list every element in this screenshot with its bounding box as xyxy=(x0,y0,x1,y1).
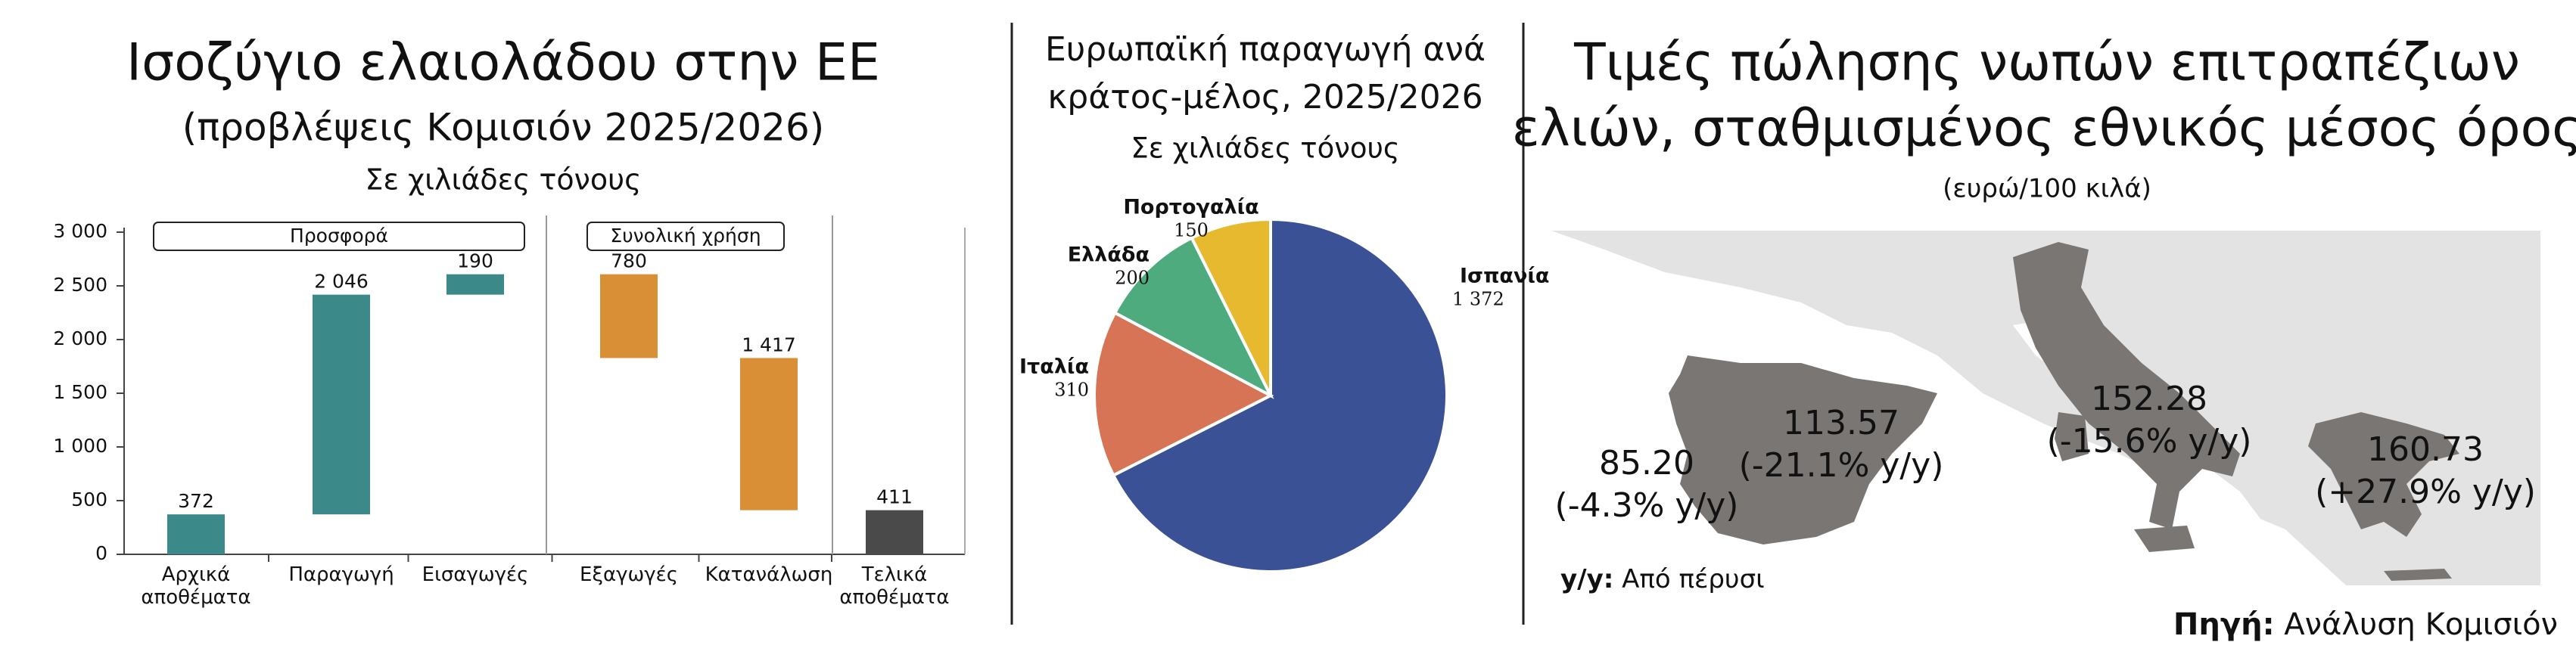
x-label-box: Αρχικά αποθέματα xyxy=(141,563,251,609)
x-tick-label: Αρχικά αποθέματα xyxy=(141,563,251,609)
value-label: 780 xyxy=(611,250,647,272)
value-label: 2 046 xyxy=(314,271,369,293)
map-subtitle: (ευρώ/100 κιλά) xyxy=(1943,174,2151,204)
y-tick-label: 1 000 xyxy=(53,435,107,457)
value-label: 372 xyxy=(178,490,214,512)
x-label-box: Εξαγωγές xyxy=(580,563,678,586)
iberia xyxy=(1669,355,1937,544)
group-box xyxy=(153,222,525,251)
group-label: Συνολική χρήση xyxy=(610,225,761,247)
map-title: ελιών, σταθμισμένος εθνικός μέσος όρος xyxy=(1512,99,2576,159)
pie-slice xyxy=(1112,235,1274,399)
region-change: (-4.3% y/y) xyxy=(1555,486,1739,525)
region-price: 160.73 xyxy=(2367,430,2484,469)
y-tick-label: 2 000 xyxy=(53,327,107,349)
x-label-box: Εισαγωγές xyxy=(422,563,529,586)
pie-slice xyxy=(1111,217,1448,573)
slice-label: Ελλάδα xyxy=(1068,244,1150,267)
sicily xyxy=(2134,526,2195,552)
region-price: 152.28 xyxy=(2091,380,2207,418)
sardinia xyxy=(2055,412,2089,461)
x-tick-label: Κατανάλωση xyxy=(705,563,833,586)
value-label: 190 xyxy=(457,250,493,272)
pie-slice xyxy=(1093,310,1274,478)
slice-label: Ιταλία xyxy=(1019,355,1089,379)
land-background xyxy=(1551,231,2540,585)
y-tick-label: 0 xyxy=(95,542,107,564)
slice-value: 150 xyxy=(1174,220,1209,241)
bar xyxy=(740,358,798,510)
map xyxy=(1551,231,2540,585)
y-tick-label: 3 000 xyxy=(53,220,107,242)
value-label: 1 417 xyxy=(742,334,796,355)
slice-label: Πορτογαλία xyxy=(1123,196,1258,219)
chart-subtitle: (προβλέψεις Κομισιόν 2025/2026) xyxy=(182,106,825,150)
map-title: Τιμές πώλησης νωπών επιτραπέζιων xyxy=(1573,33,2520,93)
slice-value: 200 xyxy=(1115,268,1150,289)
chart-title: κράτος-μέλος, 2025/2026 xyxy=(1047,78,1482,116)
slice-value: 1 372 xyxy=(1452,289,1504,310)
map-note: y/y: Από πέρυσι xyxy=(1560,564,1765,594)
chart-title: Ευρωπαϊκή παραγωγή ανά xyxy=(1045,30,1486,69)
region-price: 113.57 xyxy=(1783,404,1899,442)
group-box xyxy=(586,222,785,251)
note-key: y/y: xyxy=(1560,564,1613,594)
chart-title: Ισοζύγιο ελαιολάδου στην ΕΕ xyxy=(126,33,880,93)
region-change: (+27.9% y/y) xyxy=(2315,473,2536,511)
region-change: (-15.6% y/y) xyxy=(2047,422,2252,461)
bar xyxy=(167,514,225,554)
x-label-box: Κατανάλωση xyxy=(705,563,833,586)
italy xyxy=(2013,242,2240,529)
x-tick-label: Παραγωγή xyxy=(288,563,394,586)
bar xyxy=(866,510,923,554)
region-change: (-21.1% y/y) xyxy=(1739,446,1944,485)
x-tick-label: Τελικά αποθέματα xyxy=(839,563,950,609)
source-key: Πηγή: xyxy=(2173,607,2275,642)
y-tick-label: 1 500 xyxy=(53,381,107,403)
slice-value: 310 xyxy=(1054,380,1089,401)
value-label: 411 xyxy=(876,486,913,508)
chart-unit: Σε χιλιάδες τόνους xyxy=(1131,132,1399,165)
y-tick-label: 2 500 xyxy=(53,274,107,296)
y-tick-label: 500 xyxy=(71,489,107,510)
x-label-box: Τελικά αποθέματα xyxy=(839,563,950,609)
group-label: Προσφορά xyxy=(290,225,388,247)
x-label-box: Παραγωγή xyxy=(288,563,394,586)
note-text: Από πέρυσι xyxy=(1622,564,1765,594)
source-text: Ανάλυση Κομισιόν xyxy=(2284,607,2558,642)
bar xyxy=(313,294,370,515)
bar xyxy=(600,274,658,358)
chart-unit: Σε χιλιάδες τόνους xyxy=(366,163,642,197)
region-price: 85.20 xyxy=(1599,444,1694,482)
source: Πηγή: Ανάλυση Κομισιόν xyxy=(2173,607,2558,642)
slice-label: Ισπανία xyxy=(1460,265,1549,288)
x-tick-label: Εξαγωγές xyxy=(580,563,678,586)
greece xyxy=(2308,412,2459,537)
crete xyxy=(2384,569,2452,581)
pie-slice xyxy=(1190,217,1272,396)
x-tick-label: Εισαγωγές xyxy=(422,563,529,586)
bar xyxy=(446,274,504,295)
